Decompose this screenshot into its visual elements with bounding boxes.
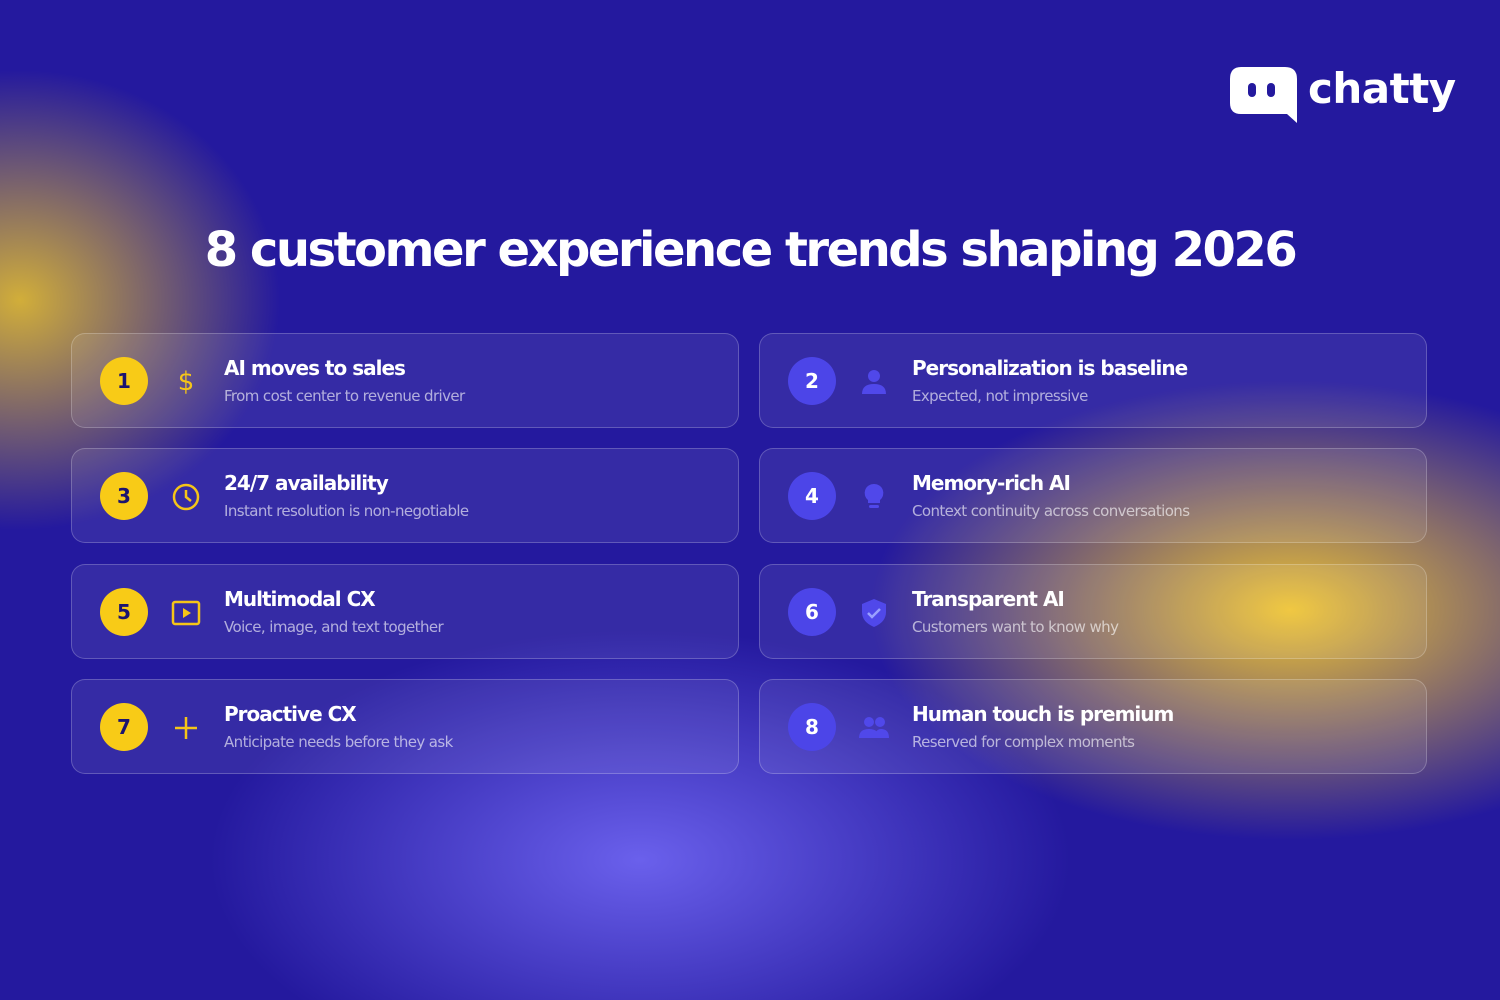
trend-card: 7 Proactive CX Anticipate needs before the… xyxy=(71,678,739,774)
trend-title: Proactive CX xyxy=(224,701,357,726)
trend-subtitle: Expected, not impressive xyxy=(912,387,1088,405)
trend-subtitle: Context continuity across conversations xyxy=(912,502,1190,521)
trend-title: Personalization is baseline xyxy=(912,356,1188,380)
trend-card: 6 Transparent AI Customers want to know wh… xyxy=(759,563,1427,659)
trend-title: 24/7 availability xyxy=(224,471,389,496)
trend-number: 8 xyxy=(788,702,836,751)
trend-subtitle: Anticipate needs before they ask xyxy=(224,732,453,751)
trend-number: 3 xyxy=(100,472,148,521)
trend-number: 5 xyxy=(100,587,148,636)
trend-subtitle: Voice, image, and text together xyxy=(224,617,444,636)
trend-subtitle: Customers want to know why xyxy=(912,617,1119,636)
trend-title: Human touch is premium xyxy=(912,701,1174,726)
trend-icon xyxy=(859,716,889,738)
trend-subtitle: Instant resolution is non-negotiable xyxy=(224,502,469,521)
trend-number: 2 xyxy=(788,357,836,405)
trend-number: 7 xyxy=(100,702,148,751)
trend-title: Transparent AI xyxy=(912,586,1065,611)
trend-card: 4 Memory-rich AI Context continuity across… xyxy=(759,448,1427,544)
trend-card: 8 Human touch is premium Reserved for comp… xyxy=(759,678,1427,774)
logo-text: chatty xyxy=(1308,64,1456,113)
page-title: 8 customer experience trends shaping 202… xyxy=(204,222,1298,278)
trend-card: 2 Personalization is baseline Expected, no… xyxy=(759,333,1427,428)
trend-title: AI moves to sales xyxy=(224,356,406,380)
trend-icon xyxy=(862,598,886,627)
trend-title: Multimodal CX xyxy=(224,586,376,611)
trend-card: 1 $ AI moves to sales From cost center to r… xyxy=(71,333,739,428)
logo-icon xyxy=(1230,67,1297,123)
trend-icon: $ xyxy=(178,367,195,397)
trend-number: 1 xyxy=(100,357,148,405)
trend-icon xyxy=(862,370,886,394)
trend-icon xyxy=(864,484,884,509)
trend-card: 5 Multimodal CX Voice, image, and text tog… xyxy=(71,563,739,659)
trend-card: 3 24/7 availability Instant resolution is … xyxy=(71,448,739,544)
trend-icon xyxy=(172,484,200,511)
trend-icon xyxy=(175,716,197,739)
trend-number: 6 xyxy=(788,587,836,636)
trend-number: 4 xyxy=(788,472,836,521)
trend-title: Memory-rich AI xyxy=(912,471,1071,496)
trend-icon xyxy=(171,600,201,625)
svg-text:$: $ xyxy=(178,367,195,397)
trend-subtitle: Reserved for complex moments xyxy=(912,732,1135,751)
trend-subtitle: From cost center to revenue driver xyxy=(224,387,465,405)
